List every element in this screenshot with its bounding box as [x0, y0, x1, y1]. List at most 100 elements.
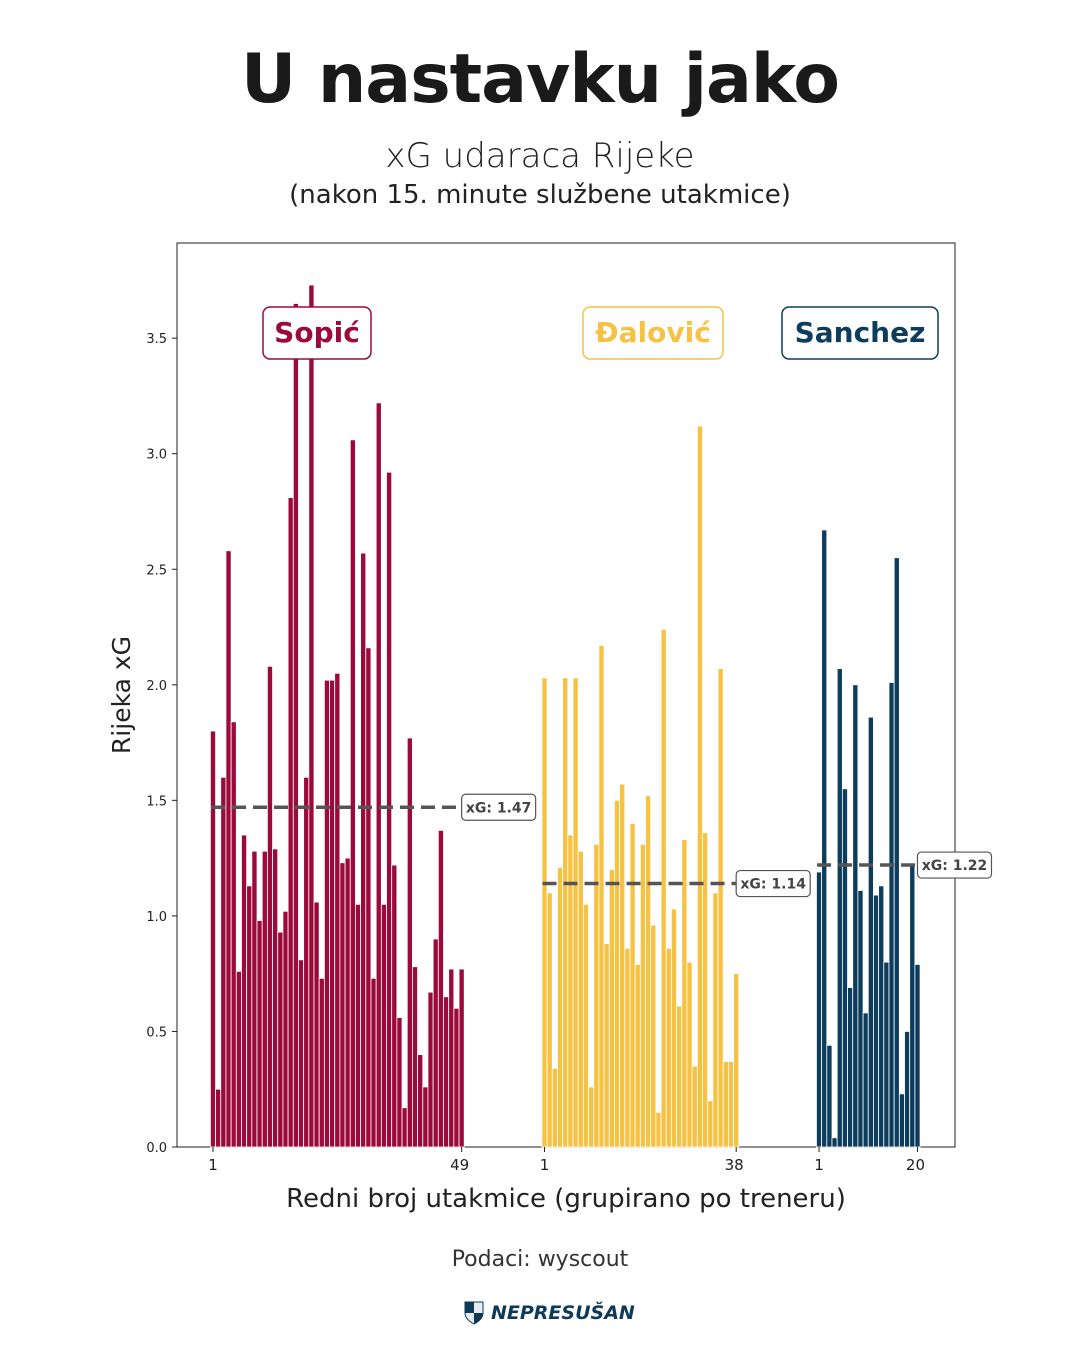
- bar-sanchez-19: [909, 864, 916, 1148]
- x-axis-label: Redni broj utakmice (grupirano po trener…: [286, 1184, 846, 1214]
- bar-sopić-48: [453, 1007, 460, 1148]
- bar-sopić-41: [417, 1054, 424, 1148]
- shield-icon: [464, 1301, 484, 1325]
- bar-sopić-3: [220, 776, 227, 1148]
- bar-sopić-38: [401, 1107, 408, 1148]
- bar-đalović-13: [603, 943, 610, 1148]
- bar-sopić-33: [375, 402, 382, 1148]
- bar-sopić-9: [251, 850, 258, 1148]
- bar-sopić-1: [209, 730, 216, 1148]
- bar-sopić-47: [448, 968, 455, 1148]
- bar-sopić-40: [412, 966, 419, 1148]
- bar-sopić-49: [458, 968, 465, 1148]
- legend-box-0: [262, 306, 372, 360]
- bar-đalović-14: [608, 869, 615, 1148]
- mean-label: xG: 1.22: [922, 858, 988, 874]
- brand-logo: NEPRESUŠAN: [463, 1300, 635, 1326]
- bar-sanchez-8: [852, 684, 859, 1148]
- bar-sopić-35: [386, 471, 393, 1148]
- bar-sopić-15: [282, 910, 289, 1148]
- bar-sopić-11: [261, 850, 268, 1148]
- bar-đalović-4: [557, 866, 564, 1148]
- bar-sopić-4: [225, 550, 232, 1148]
- y-tick-label: 1.5: [146, 794, 167, 809]
- bar-sanchez-12: [873, 894, 880, 1148]
- bar-sopić-31: [365, 647, 372, 1148]
- bar-sopić-7: [241, 834, 248, 1148]
- bar-sopić-6: [235, 970, 242, 1148]
- bar-sopić-30: [360, 552, 367, 1148]
- bar-đalović-11: [593, 843, 600, 1148]
- bar-đalović-15: [614, 799, 621, 1148]
- bar-sanchez-3: [826, 1044, 833, 1148]
- bar-đalović-19: [634, 964, 641, 1148]
- bar-đalović-27: [676, 1005, 683, 1148]
- bar-đalović-32: [702, 832, 709, 1148]
- bar-sopić-25: [334, 672, 341, 1148]
- bar-đalović-25: [665, 947, 672, 1148]
- bar-sanchez-4: [831, 1137, 838, 1148]
- legend-box-1: [582, 306, 724, 360]
- bar-sopić-23: [323, 679, 330, 1148]
- bar-sopić-8: [246, 885, 253, 1148]
- bar-đalović-37: [728, 1061, 734, 1148]
- y-axis-label: Rijeka xG: [107, 636, 136, 754]
- bar-sopić-29: [355, 903, 362, 1148]
- bar-đalović-29: [686, 961, 693, 1148]
- bar-sopić-42: [422, 1086, 429, 1148]
- bar-đalović-20: [639, 843, 646, 1148]
- bar-sopić-36: [391, 864, 398, 1148]
- bar-đalović-17: [624, 947, 631, 1148]
- bar-sopić-18: [298, 959, 305, 1148]
- x-tick-label: 1: [814, 1156, 824, 1174]
- bar-sopić-19: [303, 776, 310, 1148]
- bar-sanchez-9: [857, 890, 864, 1148]
- bar-sopić-27: [344, 857, 351, 1148]
- bar-sopić-28: [349, 439, 356, 1148]
- y-tick-label: 0.5: [146, 1025, 167, 1040]
- bar-sopić-10: [256, 920, 263, 1148]
- bar-sanchez-5: [836, 668, 843, 1148]
- mean-label: xG: 1.14: [740, 877, 806, 893]
- bar-sopić-44: [432, 938, 439, 1148]
- bar-sopić-5: [230, 721, 237, 1148]
- bar-sanchez-13: [878, 885, 885, 1148]
- logo-text: NEPRESUŠAN: [491, 1302, 635, 1324]
- x-tick-label: 38: [725, 1156, 744, 1174]
- bar-sopić-43: [427, 991, 434, 1148]
- mean-label-box: [735, 869, 811, 898]
- bar-đalović-12: [598, 645, 605, 1148]
- bar-đalović-8: [577, 850, 584, 1148]
- bar-đalović-9: [582, 903, 589, 1148]
- x-tick-label: 49: [450, 1156, 469, 1174]
- mean-label-box: [916, 851, 993, 879]
- bar-đalović-1: [541, 677, 548, 1148]
- bar-sopić-13: [272, 848, 279, 1148]
- x-tick-label: 1: [208, 1156, 218, 1174]
- bar-đalović-24: [660, 628, 667, 1148]
- bar-sopić-37: [396, 1017, 403, 1148]
- bar-đalović-3: [551, 1068, 558, 1148]
- bar-đalović-26: [671, 908, 677, 1148]
- bar-đalović-22: [650, 924, 657, 1148]
- bar-sopić-21: [313, 901, 320, 1148]
- bar-đalović-5: [562, 677, 569, 1148]
- bar-đalović-18: [629, 823, 636, 1148]
- bar-đalović-23: [655, 1111, 662, 1148]
- bar-sanchez-16: [893, 557, 900, 1148]
- bar-sanchez-14: [883, 961, 890, 1148]
- legend-label: Sopić: [274, 316, 360, 349]
- y-tick-label: 2.0: [146, 679, 167, 694]
- y-tick-label: 0.0: [146, 1141, 167, 1156]
- chart-subtitle: xG udaraca Rijeke: [385, 136, 695, 176]
- bar-sopić-16: [287, 497, 294, 1148]
- bar-sopić-2: [215, 1088, 222, 1148]
- bar-đalović-2: [546, 892, 553, 1148]
- chart-subtitle-note: (nakon 15. minute službene utakmice): [289, 180, 791, 210]
- bar-sopić-46: [443, 996, 450, 1148]
- bar-sanchez-10: [862, 1012, 869, 1148]
- bar-sanchez-20: [914, 964, 921, 1148]
- legend-label: Đalović: [595, 316, 711, 349]
- bar-đalović-31: [696, 425, 703, 1148]
